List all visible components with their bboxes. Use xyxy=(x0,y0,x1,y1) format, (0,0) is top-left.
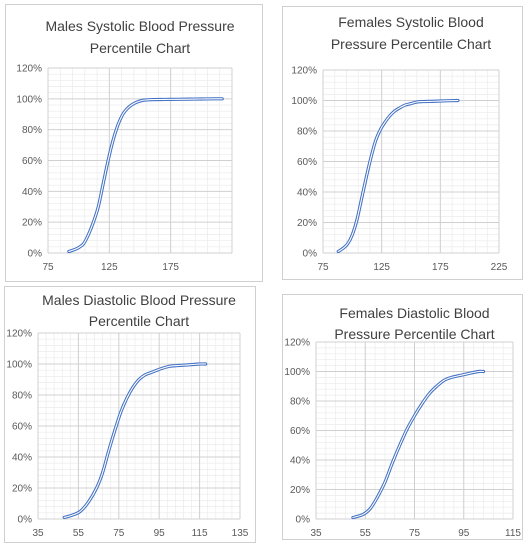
chart-title-line: Percentile Chart xyxy=(90,40,190,56)
y-tick-label: 0% xyxy=(303,249,318,260)
y-tick-label: 120% xyxy=(16,64,42,75)
chart-title-line: Pressure Percentile Chart xyxy=(331,36,491,52)
y-tick-label: 40% xyxy=(12,453,32,464)
x-tick-label: 55 xyxy=(73,528,85,539)
chart-title-line: Females Diastolic Blood xyxy=(339,305,489,321)
chart-svg: Males Systolic Blood Pressure Percentile … xyxy=(16,18,234,273)
chart-title-line: Males Systolic Blood Pressure xyxy=(45,18,234,34)
x-tick-label: 135 xyxy=(232,528,249,539)
series-line-inner xyxy=(68,98,223,253)
x-tick-label: 225 xyxy=(491,262,508,273)
y-tick-label: 0% xyxy=(18,515,33,526)
chart-title-line: Females Systolic Blood xyxy=(338,14,484,30)
x-tick-label: 35 xyxy=(32,528,44,539)
y-tick-label: 60% xyxy=(290,426,310,437)
x-tick-label: 75 xyxy=(42,262,54,273)
y-tick-label: 80% xyxy=(22,125,42,136)
chart-panel-females-systolic: Females Systolic Blood Pressure Percentil… xyxy=(282,6,523,280)
x-tick-label: 95 xyxy=(458,528,470,539)
y-tick-label: 40% xyxy=(290,456,310,467)
series-line-inner xyxy=(337,99,459,253)
y-tick-label: 60% xyxy=(22,156,42,167)
chart-panel-males-diastolic: Males Diastolic Blood Pressure Percentile… xyxy=(4,286,256,543)
chart-title-line: Pressure Percentile Chart xyxy=(334,326,494,342)
x-tick-label: 75 xyxy=(113,528,125,539)
x-tick-label: 125 xyxy=(373,262,390,273)
y-tick-label: 0% xyxy=(28,249,43,260)
x-tick-label: 115 xyxy=(192,528,208,539)
x-tick-label: 95 xyxy=(154,528,166,539)
y-tick-label: 100% xyxy=(284,367,310,378)
y-tick-label: 80% xyxy=(12,391,32,402)
y-tick-label: 120% xyxy=(291,66,317,77)
chart-panel-females-diastolic: Females Diastolic Blood Pressure Percenti… xyxy=(282,294,523,540)
x-tick-label: 55 xyxy=(360,528,372,539)
y-tick-label: 80% xyxy=(297,127,317,138)
chart-title-line: Percentile Chart xyxy=(89,313,189,329)
y-tick-label: 60% xyxy=(12,422,32,433)
series-line-inner xyxy=(352,370,484,519)
major-gridlines xyxy=(322,69,500,254)
y-tick-label: 20% xyxy=(12,484,32,495)
y-tick-label: 100% xyxy=(6,360,32,371)
y-tick-label: 120% xyxy=(284,338,310,349)
major-gridlines xyxy=(37,332,241,520)
y-tick-label: 20% xyxy=(22,218,42,229)
y-tick-label: 100% xyxy=(16,94,42,105)
chart-title-line: Males Diastolic Blood Pressure xyxy=(42,292,236,308)
x-tick-label: 115 xyxy=(505,528,521,539)
x-tick-label: 125 xyxy=(101,262,118,273)
y-tick-label: 80% xyxy=(290,397,310,408)
chart-svg: Females Systolic Blood Pressure Percentil… xyxy=(291,14,508,273)
y-tick-label: 20% xyxy=(297,218,317,229)
y-tick-label: 100% xyxy=(291,96,317,107)
y-tick-label: 40% xyxy=(297,188,317,199)
x-tick-label: 75 xyxy=(317,262,329,273)
y-tick-label: 0% xyxy=(296,515,311,526)
x-tick-label: 175 xyxy=(162,262,179,273)
major-gridlines xyxy=(47,67,233,254)
chart-panel-males-systolic: Males Systolic Blood Pressure Percentile … xyxy=(5,4,263,282)
x-tick-label: 35 xyxy=(310,528,322,539)
x-tick-label: 75 xyxy=(409,528,421,539)
series-line-inner xyxy=(63,363,207,518)
y-tick-label: 60% xyxy=(297,157,317,168)
y-tick-label: 120% xyxy=(6,329,32,340)
y-tick-label: 40% xyxy=(22,187,42,198)
chart-svg: Males Diastolic Blood Pressure Percentile… xyxy=(6,292,249,539)
chart-svg: Females Diastolic Blood Pressure Percenti… xyxy=(284,305,521,539)
y-tick-label: 20% xyxy=(290,485,310,496)
x-tick-label: 175 xyxy=(432,262,449,273)
